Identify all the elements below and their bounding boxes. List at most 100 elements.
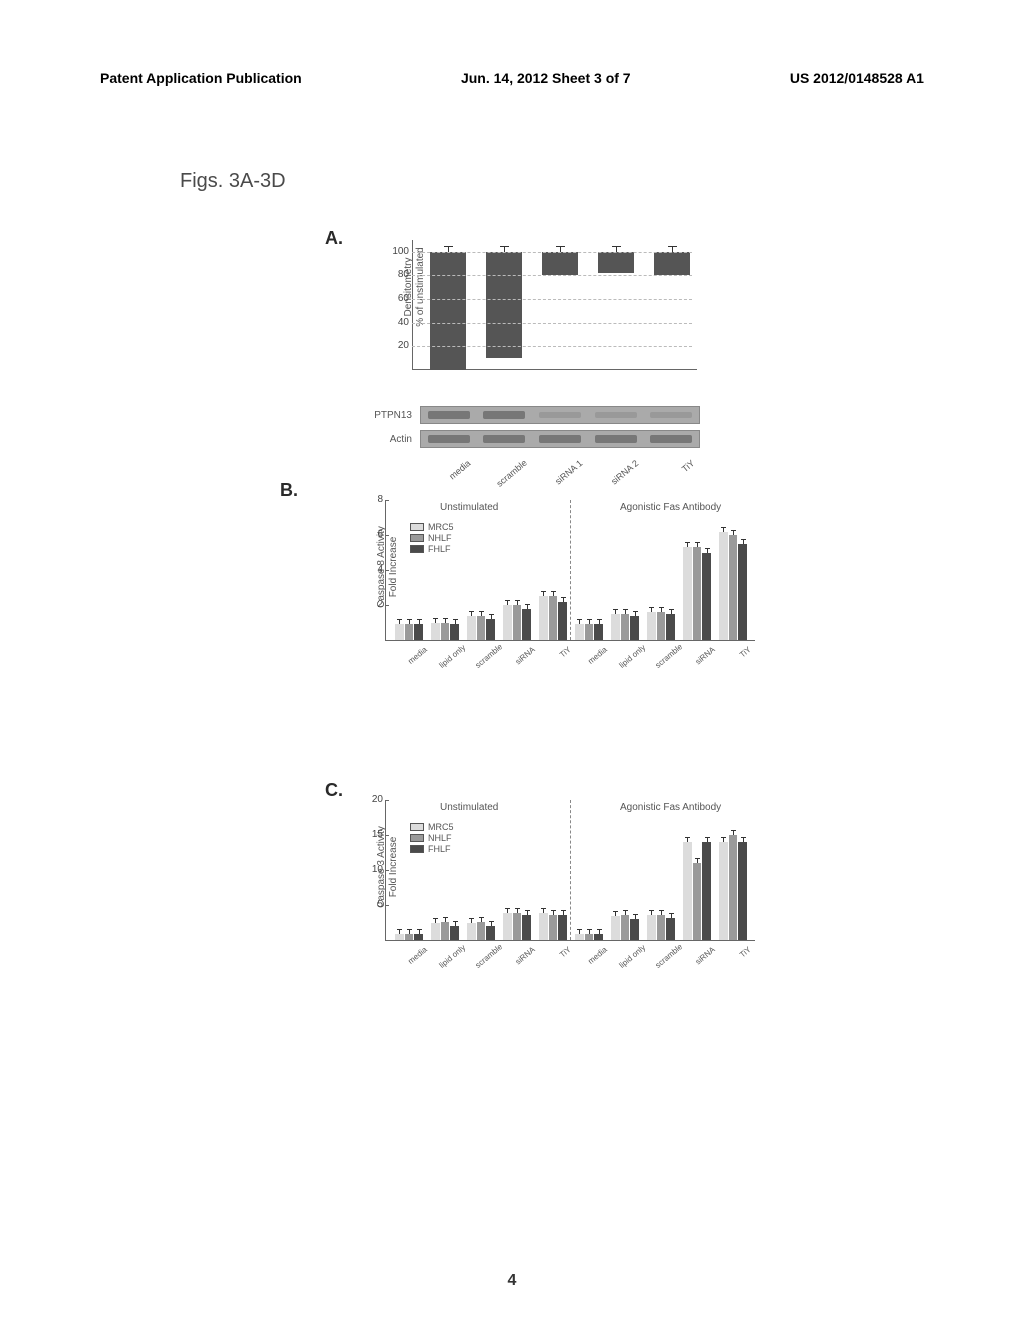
error-bar <box>527 604 528 609</box>
error-bar <box>409 619 410 624</box>
error-bar <box>635 914 636 919</box>
tick-mark <box>385 835 389 836</box>
bar <box>585 624 594 640</box>
panel-a: Densitometry % of unstimulated 204060801… <box>360 240 730 498</box>
bar <box>486 252 522 358</box>
xlabel: scramble <box>654 945 681 970</box>
error-bar <box>661 607 662 612</box>
error-bar <box>625 910 626 915</box>
bar <box>395 624 404 640</box>
xlabel: media <box>582 945 609 970</box>
panel-a-label: A. <box>325 228 343 249</box>
xlabel: scramble <box>474 945 501 970</box>
panel-c-groups <box>395 800 747 940</box>
tick-mark <box>385 870 389 871</box>
ytick-label: 60 <box>385 293 409 304</box>
bar <box>630 616 639 641</box>
bar-group <box>647 500 675 640</box>
bar <box>594 624 603 640</box>
gel-band <box>650 435 692 443</box>
error-bar <box>491 921 492 926</box>
bar-group <box>503 500 531 640</box>
xlabel: siRNA <box>690 945 717 970</box>
error-bar <box>589 619 590 624</box>
bar <box>666 918 675 940</box>
x-axis <box>385 940 755 941</box>
header-center: Jun. 14, 2012 Sheet 3 of 7 <box>461 70 631 86</box>
bar <box>719 532 728 641</box>
ytick-label: 6 <box>365 529 383 540</box>
bar-group <box>395 500 423 640</box>
gel-band <box>483 435 525 443</box>
bar <box>738 544 747 640</box>
error-bar <box>707 548 708 553</box>
gel-band <box>428 435 470 443</box>
bar <box>575 934 584 940</box>
error-bar <box>445 618 446 623</box>
error-bar <box>507 908 508 913</box>
xlabel: siRNA 2 <box>606 458 640 489</box>
bar <box>693 547 702 640</box>
gel-strip <box>420 406 700 424</box>
bar <box>630 919 639 940</box>
bar <box>450 624 459 640</box>
panel-a-xlabels: mediascramblesiRNA 1siRNA 2TiY <box>430 458 690 468</box>
error-bar <box>707 837 708 842</box>
gel-band <box>650 412 692 418</box>
panel-a-xlabel-row: mediascramblesiRNA 1siRNA 2TiY <box>420 448 730 498</box>
gridline <box>412 299 692 300</box>
bar-group <box>575 500 603 640</box>
error-bar <box>445 917 446 922</box>
error-bar <box>671 913 672 918</box>
panel-a-chart: Densitometry % of unstimulated 204060801… <box>420 240 730 400</box>
error-bar <box>399 619 400 624</box>
xlabel: lipid only <box>438 945 465 970</box>
bar <box>666 614 675 640</box>
error-bar <box>615 609 616 614</box>
bar-group <box>539 800 567 940</box>
tick-mark <box>385 500 389 501</box>
bar <box>467 616 476 641</box>
gel-band <box>483 411 525 419</box>
bar <box>513 605 522 640</box>
gel-band <box>539 435 581 443</box>
bar <box>594 934 603 940</box>
ytick-label: 80 <box>385 269 409 280</box>
xlabel: lipid only <box>618 645 645 670</box>
xlabel: scramble <box>494 458 528 489</box>
error-bar <box>553 591 554 596</box>
error-bar <box>579 619 580 624</box>
bar <box>486 619 495 640</box>
panel-b-chart: Caspase 8 Activity Fold Increase Unstimu… <box>390 500 765 680</box>
xlabel: siRNA <box>510 645 537 670</box>
error-bar <box>507 600 508 605</box>
error-bar <box>435 918 436 923</box>
bar <box>539 913 548 940</box>
header-right: US 2012/0148528 A1 <box>790 70 924 86</box>
bar-group <box>539 500 567 640</box>
error-bar <box>635 611 636 616</box>
bar <box>657 612 666 640</box>
panel-b: Caspase 8 Activity Fold Increase Unstimu… <box>335 500 765 680</box>
bar-group <box>647 800 675 940</box>
page-header: Patent Application Publication Jun. 14, … <box>0 70 1024 86</box>
error-bar <box>733 530 734 535</box>
bar-group <box>611 800 639 940</box>
error-bar <box>517 600 518 605</box>
bar-group <box>683 500 711 640</box>
gel-row-ptpn13: PTPN13 <box>360 406 730 424</box>
bar <box>441 922 450 940</box>
bar <box>558 602 567 641</box>
ytick-label: 5 <box>365 899 383 910</box>
bar <box>430 252 466 370</box>
error-bar <box>615 911 616 916</box>
bar <box>414 624 423 640</box>
error-bar <box>471 611 472 616</box>
bar <box>549 915 558 940</box>
bar-group <box>467 800 495 940</box>
y-axis <box>412 240 413 370</box>
tick-mark <box>385 905 389 906</box>
bar <box>654 252 690 276</box>
panel-c-chart: Caspase 3 Activity Fold Increase Unstimu… <box>390 800 765 980</box>
tick-mark <box>385 570 389 571</box>
